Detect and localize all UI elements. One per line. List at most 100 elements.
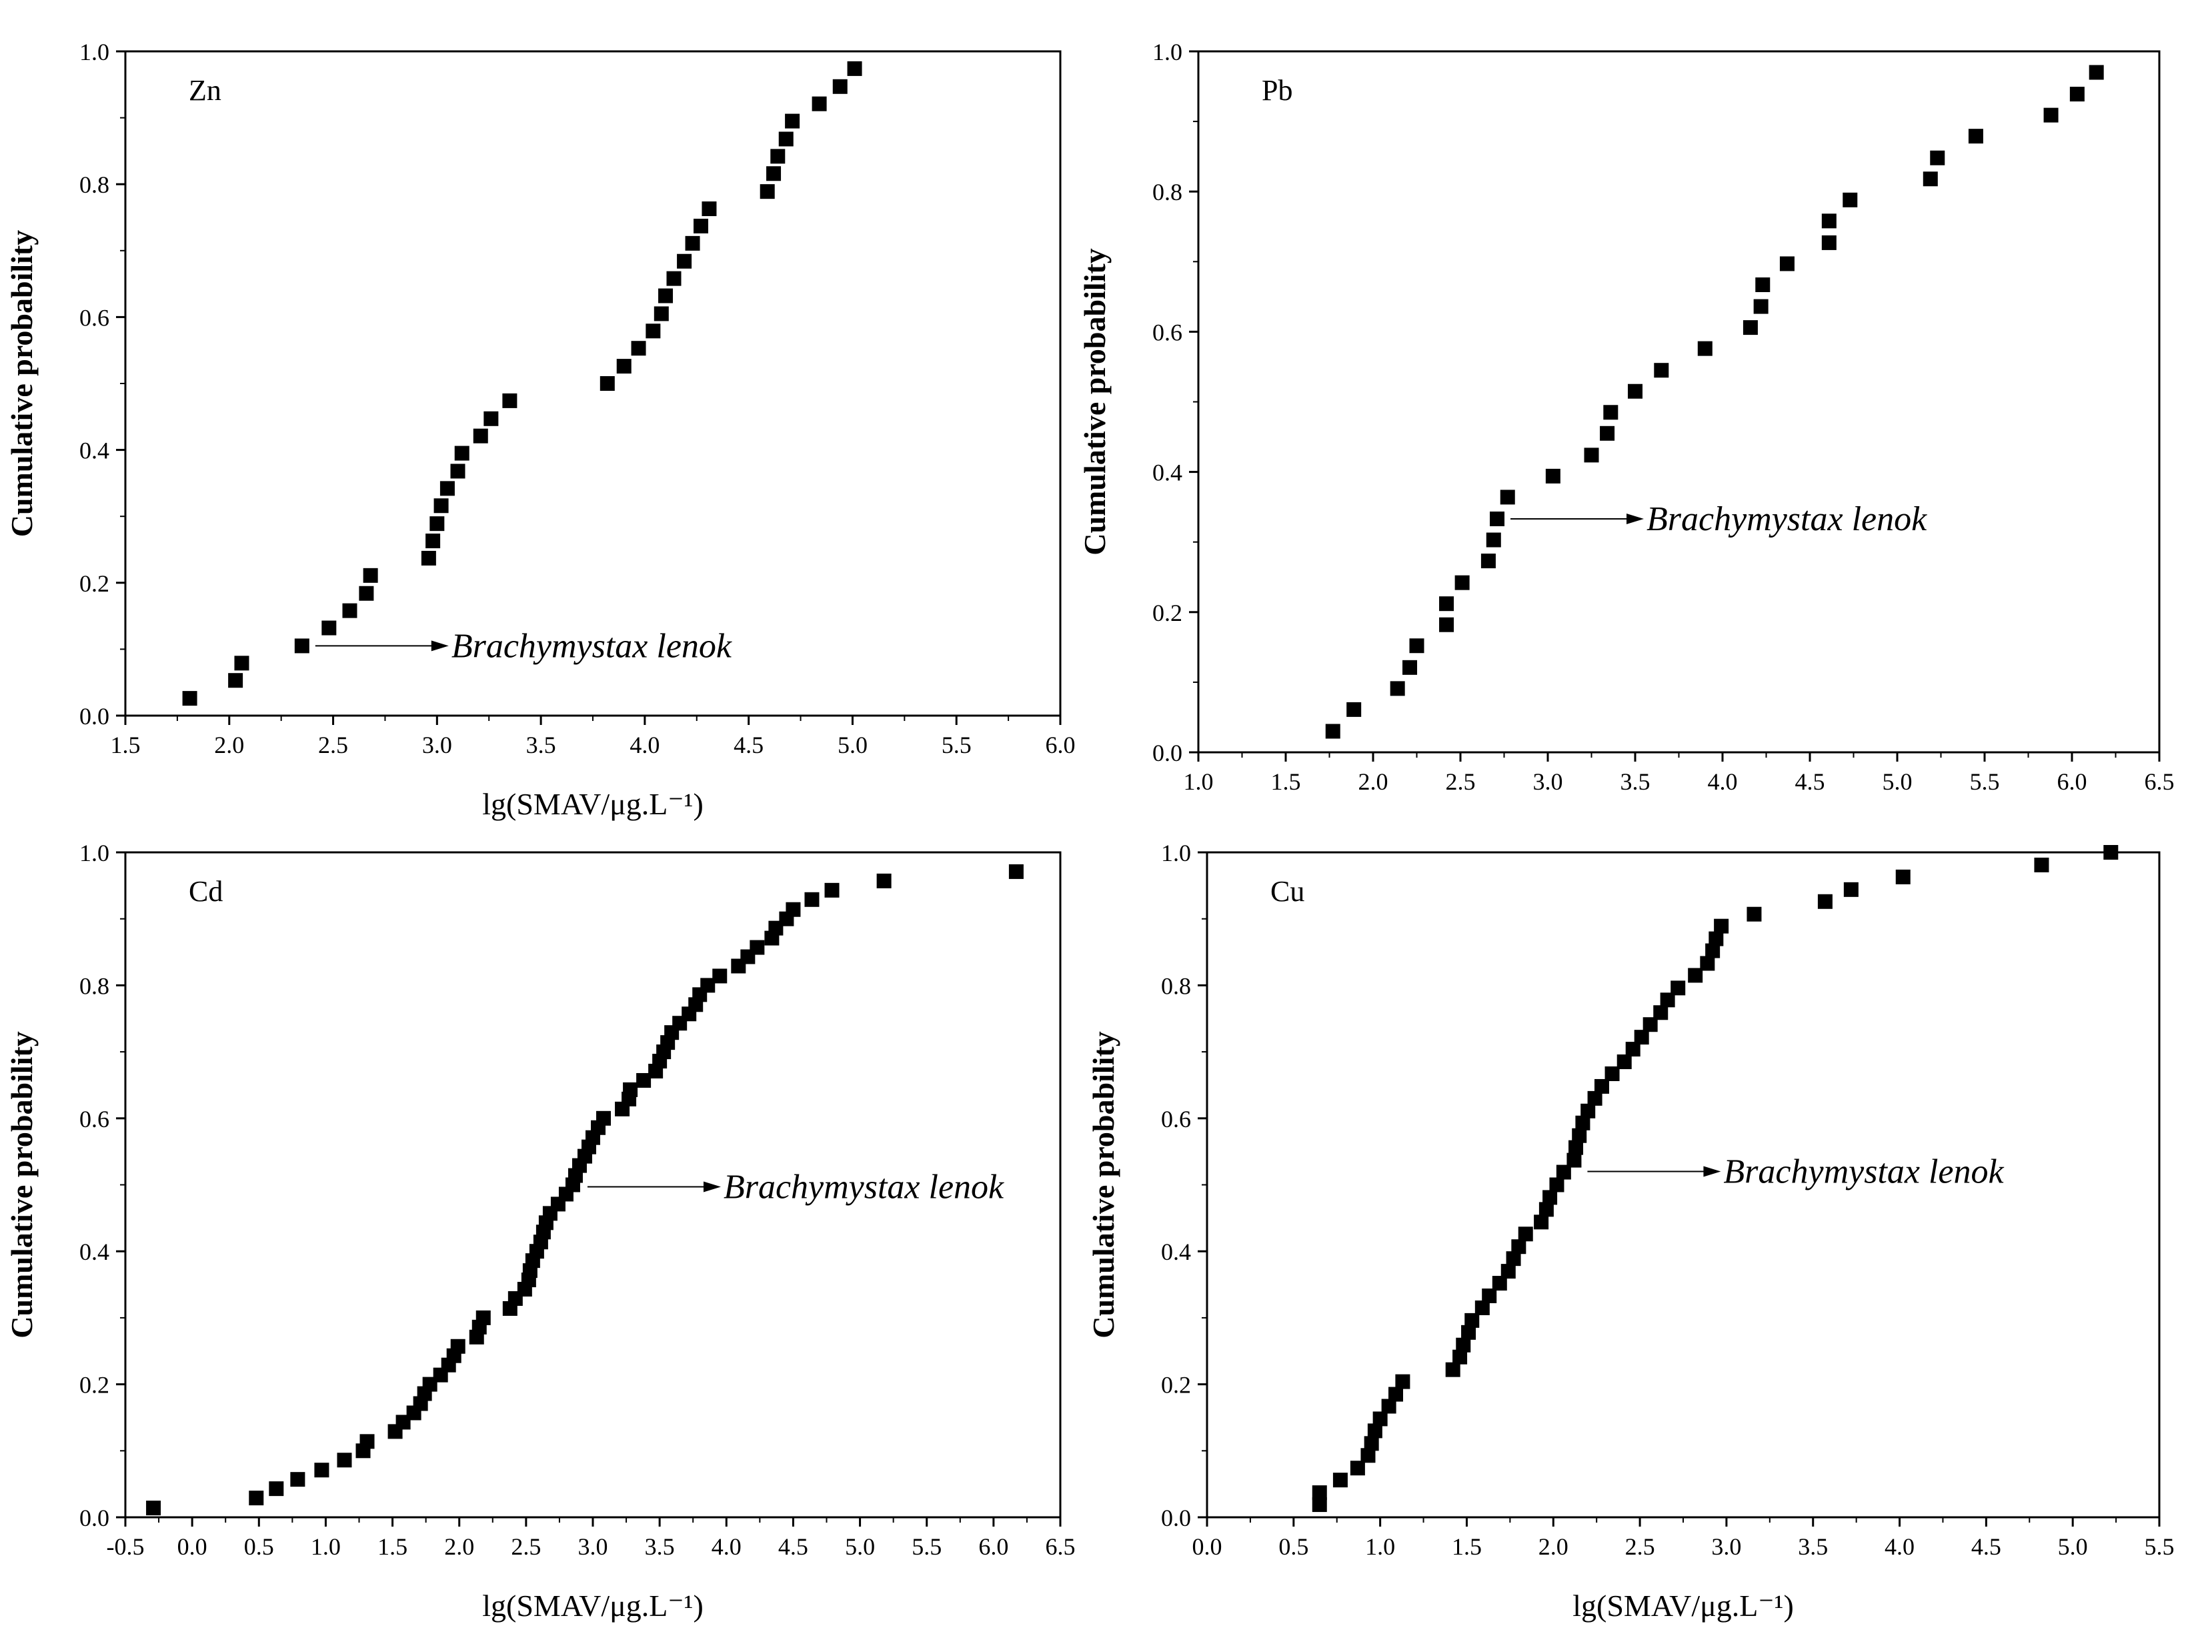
data-point bbox=[1388, 1387, 1404, 1402]
data-point bbox=[314, 1463, 329, 1478]
data-point bbox=[1445, 1362, 1460, 1377]
data-point bbox=[1364, 1436, 1379, 1451]
y-tick-label: 0.6 bbox=[1161, 1106, 1191, 1132]
x-tick-label: 4.5 bbox=[1971, 1533, 2001, 1560]
data-point bbox=[1747, 906, 1762, 922]
data-point bbox=[666, 271, 682, 286]
data-point bbox=[1628, 383, 1642, 399]
x-tick-label: 5.0 bbox=[2058, 1533, 2088, 1560]
data-point bbox=[631, 341, 646, 356]
data-point bbox=[1312, 1497, 1327, 1513]
y-tick-label: 1.0 bbox=[1161, 840, 1191, 866]
x-tick-label: 2.5 bbox=[1625, 1533, 1655, 1560]
data-point bbox=[1566, 1152, 1582, 1168]
data-point bbox=[1372, 1411, 1388, 1427]
data-point bbox=[502, 393, 517, 408]
y-tick-label: 0.0 bbox=[1161, 1505, 1191, 1531]
data-point bbox=[616, 359, 632, 374]
x-tick-label: 1.5 bbox=[1452, 1533, 1482, 1560]
data-point bbox=[1511, 1239, 1526, 1255]
x-tick-label: 4.5 bbox=[734, 732, 764, 758]
x-tick-label: 1.5 bbox=[111, 732, 141, 758]
data-point bbox=[1697, 341, 1713, 356]
data-point bbox=[1700, 956, 1715, 971]
y-tick-label: 0.8 bbox=[79, 972, 109, 999]
x-tick-label: 1.5 bbox=[377, 1533, 407, 1560]
data-point bbox=[1843, 192, 1858, 207]
y-tick-label: 0.0 bbox=[1152, 740, 1182, 766]
data-point bbox=[2043, 107, 2059, 123]
panel-label: Cu bbox=[1270, 875, 1304, 908]
data-point bbox=[1714, 918, 1729, 934]
data-point bbox=[1486, 532, 1501, 548]
data-point bbox=[1538, 1202, 1554, 1217]
x-tick-label: 1.0 bbox=[311, 1533, 341, 1560]
data-point bbox=[766, 166, 782, 181]
data-point bbox=[1492, 1276, 1507, 1291]
data-point bbox=[421, 550, 436, 566]
y-axis-title: Cumulative probability bbox=[5, 230, 39, 538]
panel-cd: -0.5 0.0 0.5 1.0 1.5 2.0 2.5 3.0 3.5 4.0 4.5 5.0 5.5… bbox=[5, 840, 1076, 1623]
x-tick-label: 2.0 bbox=[1538, 1533, 1568, 1560]
data-point bbox=[1350, 1461, 1365, 1476]
x-axis-title: lg(SMAV/μg.L⁻¹) bbox=[482, 1589, 704, 1623]
data-point bbox=[1474, 1300, 1490, 1315]
annotation-arrow-head bbox=[703, 1181, 721, 1192]
x-tick-label: 3.5 bbox=[526, 732, 556, 758]
x-tick-label: 4.0 bbox=[630, 732, 660, 758]
data-point bbox=[760, 184, 775, 199]
panel-label: Zn bbox=[189, 74, 221, 107]
x-axis-title: lg(SMAV/μg.L⁻¹) bbox=[1572, 1589, 1794, 1623]
data-point bbox=[1653, 1005, 1669, 1020]
data-point bbox=[1332, 1473, 1348, 1488]
panel-cu: 0.0 0.5 1.0 1.5 2.0 2.5 3.0 3.5 4.0 4.5 5.0 5.5 0.0 0… bbox=[1086, 840, 2175, 1623]
data-point bbox=[1843, 882, 1859, 897]
data-point bbox=[1743, 320, 1758, 335]
y-tick-label: 0.4 bbox=[1161, 1238, 1191, 1265]
data-point bbox=[770, 149, 786, 164]
data-point bbox=[685, 235, 700, 251]
data-point bbox=[778, 131, 794, 147]
x-tick-label: -0.5 bbox=[107, 1533, 145, 1560]
data-point bbox=[1755, 277, 1771, 292]
data-point bbox=[2069, 87, 2085, 102]
y-tick-label: 0.6 bbox=[1152, 319, 1182, 345]
x-tick-label: 6.0 bbox=[1046, 732, 1076, 758]
data-point bbox=[1604, 1066, 1620, 1082]
y-tick-label: 0.6 bbox=[79, 1106, 109, 1132]
data-point bbox=[1325, 724, 1340, 739]
data-point bbox=[1439, 617, 1454, 632]
y-tick-label: 0.6 bbox=[79, 304, 109, 331]
data-point bbox=[1671, 980, 1686, 996]
data-point bbox=[654, 306, 669, 321]
data-point bbox=[1600, 426, 1615, 441]
y-tick-label: 1.0 bbox=[79, 840, 109, 866]
data-point bbox=[750, 940, 765, 955]
data-point bbox=[1461, 1325, 1476, 1340]
data-point bbox=[425, 534, 441, 549]
data-point bbox=[1395, 1374, 1410, 1389]
x-tick-label: 5.0 bbox=[845, 1533, 875, 1560]
x-tick-label: 2.0 bbox=[444, 1533, 474, 1560]
annotation-label: Brachymystax lenok bbox=[1723, 1153, 2004, 1191]
x-tick-label: 3.0 bbox=[578, 1533, 608, 1560]
data-point bbox=[450, 1339, 465, 1354]
data-point bbox=[1402, 660, 1418, 675]
data-point bbox=[694, 218, 709, 233]
data-point bbox=[429, 516, 445, 532]
data-point bbox=[1534, 1214, 1549, 1230]
y-tick-label: 0.4 bbox=[1152, 460, 1182, 486]
data-point bbox=[596, 1110, 612, 1126]
data-point bbox=[1594, 1078, 1609, 1094]
x-tick-label: 5.5 bbox=[942, 732, 972, 758]
y-tick-label: 0.2 bbox=[79, 1372, 109, 1399]
data-point bbox=[294, 638, 309, 654]
data-point bbox=[1584, 448, 1599, 463]
data-point bbox=[1616, 1054, 1632, 1070]
data-point bbox=[786, 902, 801, 917]
data-point bbox=[1390, 681, 1405, 696]
annotation-arrow-head bbox=[1703, 1166, 1721, 1177]
x-tick-label: 6.5 bbox=[1046, 1533, 1076, 1560]
data-point bbox=[2089, 65, 2104, 80]
